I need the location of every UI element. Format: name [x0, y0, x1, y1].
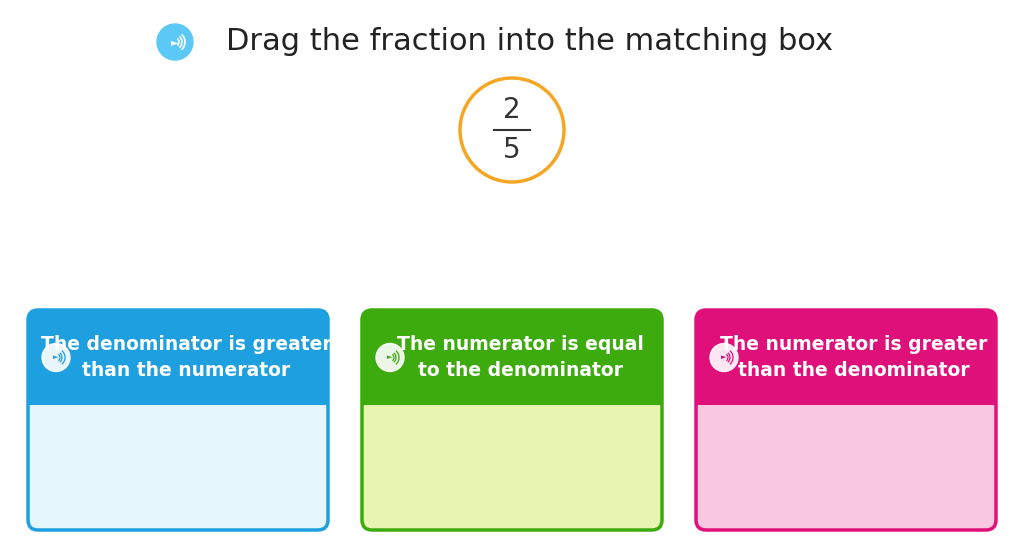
Text: ►: ►: [53, 354, 58, 361]
FancyBboxPatch shape: [28, 310, 328, 530]
Bar: [696, 367, 996, 405]
Bar: [362, 367, 662, 405]
Bar: [28, 367, 328, 405]
FancyBboxPatch shape: [362, 310, 662, 405]
Text: ►: ►: [387, 354, 392, 361]
FancyBboxPatch shape: [362, 310, 662, 530]
Text: The numerator is greater
than the denominator: The numerator is greater than the denomi…: [720, 335, 988, 380]
Text: ►: ►: [721, 354, 727, 361]
Text: The denominator is greater
than the numerator: The denominator is greater than the nume…: [41, 335, 332, 380]
Circle shape: [42, 343, 70, 371]
Text: Drag the fraction into the matching box: Drag the fraction into the matching box: [226, 27, 834, 57]
FancyBboxPatch shape: [696, 310, 996, 530]
Text: The numerator is equal
to the denominator: The numerator is equal to the denominato…: [396, 335, 643, 380]
Circle shape: [710, 343, 738, 371]
FancyBboxPatch shape: [696, 310, 996, 405]
Circle shape: [376, 343, 404, 371]
Text: ►: ►: [171, 37, 179, 47]
Circle shape: [157, 24, 193, 60]
FancyBboxPatch shape: [28, 310, 328, 405]
Text: 5: 5: [503, 136, 521, 164]
Text: 2: 2: [503, 96, 521, 124]
